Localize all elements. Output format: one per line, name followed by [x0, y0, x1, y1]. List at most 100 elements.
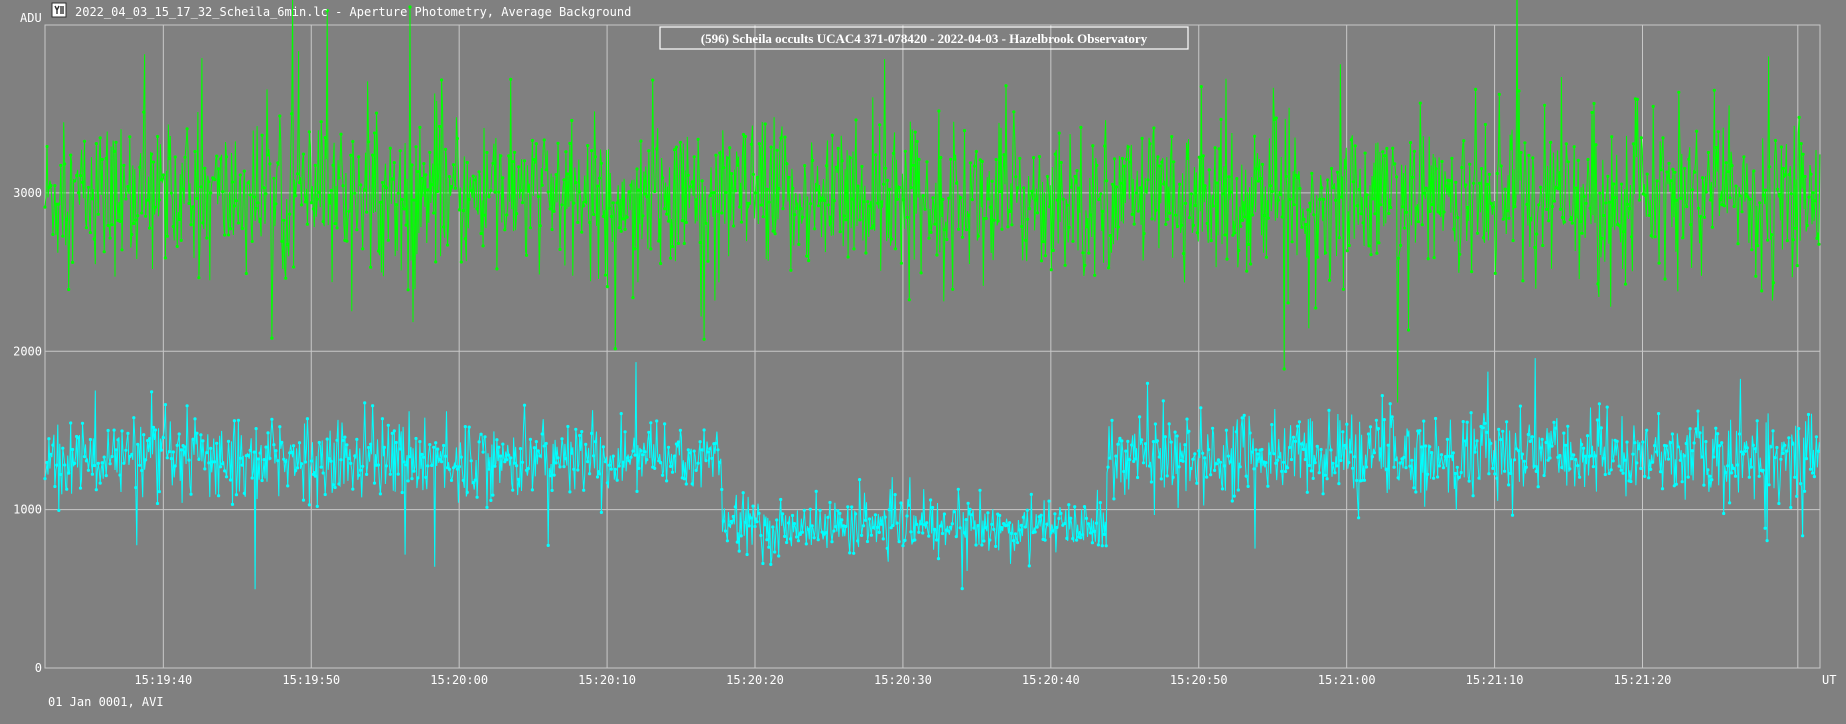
data-point: [1479, 167, 1484, 171]
data-point: [1220, 487, 1225, 491]
data-point: [876, 201, 880, 205]
data-point: [268, 162, 272, 166]
grid-layer: [44, 24, 1821, 669]
data-point: [582, 488, 586, 492]
data-point: [771, 525, 775, 529]
data-point: [1621, 471, 1625, 475]
data-point: [215, 441, 219, 445]
data-point: [996, 219, 1000, 223]
data-point: [889, 526, 893, 530]
data-point: [597, 176, 602, 180]
data-point: [1045, 174, 1049, 179]
data-point: [1743, 449, 1747, 453]
data-point: [422, 162, 426, 166]
data-point: [935, 253, 939, 257]
data-point: [501, 442, 505, 446]
data-point: [1779, 145, 1783, 149]
data-point: [507, 154, 511, 158]
data-point: [150, 390, 154, 394]
data-point: [1015, 541, 1020, 545]
data-point: [309, 459, 313, 463]
data-point: [1026, 217, 1030, 221]
data-point: [179, 238, 183, 242]
data-point: [319, 120, 323, 124]
data-point: [787, 175, 791, 179]
data-point: [1316, 255, 1320, 259]
data-point: [1464, 183, 1468, 187]
data-point: [706, 450, 710, 454]
data-point: [1122, 164, 1126, 168]
data-point: [428, 150, 432, 154]
data-point: [1107, 266, 1111, 270]
data-point: [122, 461, 126, 465]
data-point: [763, 122, 767, 126]
data-point: [1771, 281, 1776, 285]
data-point: [862, 200, 866, 204]
data-point: [799, 207, 803, 211]
data-point: [1353, 455, 1357, 459]
data-point: [994, 157, 998, 162]
data-point: [1163, 435, 1167, 439]
data-point: [915, 522, 919, 526]
data-point: [1595, 418, 1599, 422]
app-icon[interactable]: [51, 2, 67, 18]
data-point: [487, 195, 491, 199]
data-point: [1753, 447, 1757, 451]
data-point: [1160, 160, 1164, 164]
data-point: [1073, 505, 1077, 509]
data-point: [108, 462, 112, 466]
data-point: [1803, 174, 1807, 179]
data-point: [522, 403, 527, 407]
data-point: [1657, 261, 1661, 265]
data-point: [787, 521, 791, 525]
data-point: [1568, 467, 1572, 471]
data-point: [495, 267, 499, 271]
data-point: [1517, 89, 1521, 93]
data-point: [1582, 194, 1586, 199]
data-point: [937, 109, 941, 113]
data-point: [1475, 231, 1480, 235]
data-point: [887, 508, 891, 512]
data-point: [909, 186, 913, 190]
data-point: [1791, 238, 1795, 242]
data-point: [1322, 197, 1326, 201]
data-point: [897, 540, 901, 544]
data-point: [905, 514, 909, 518]
data-point: [1414, 206, 1418, 210]
data-point: [966, 501, 970, 505]
data-point: [1323, 473, 1327, 477]
data-point: [1449, 454, 1453, 458]
data-point: [947, 196, 951, 200]
data-point: [303, 460, 308, 464]
data-point: [467, 197, 471, 201]
data-point: [323, 136, 327, 140]
data-point: [347, 456, 351, 461]
data-point: [1633, 441, 1637, 445]
data-point: [473, 178, 477, 182]
data-point: [1110, 418, 1114, 422]
data-point: [1143, 442, 1148, 446]
data-point: [1108, 234, 1113, 238]
data-point: [1560, 465, 1564, 470]
data-point: [1712, 88, 1716, 92]
data-point: [1055, 198, 1059, 202]
data-point: [469, 189, 473, 193]
data-point: [808, 507, 812, 511]
data-point: [1335, 464, 1339, 468]
data-point: [1219, 117, 1223, 121]
data-point: [633, 453, 637, 457]
data-point: [98, 481, 102, 485]
data-point: [564, 457, 568, 461]
data-point: [1075, 169, 1079, 173]
data-point: [112, 149, 116, 153]
data-point: [1439, 453, 1444, 457]
data-point: [1647, 213, 1651, 217]
data-point: [1280, 215, 1284, 219]
data-point: [146, 439, 150, 443]
data-point: [625, 456, 629, 460]
data-point: [1365, 193, 1369, 197]
data-point: [613, 347, 617, 351]
data-point: [714, 153, 718, 157]
data-point: [187, 201, 191, 206]
data-point: [414, 436, 418, 441]
